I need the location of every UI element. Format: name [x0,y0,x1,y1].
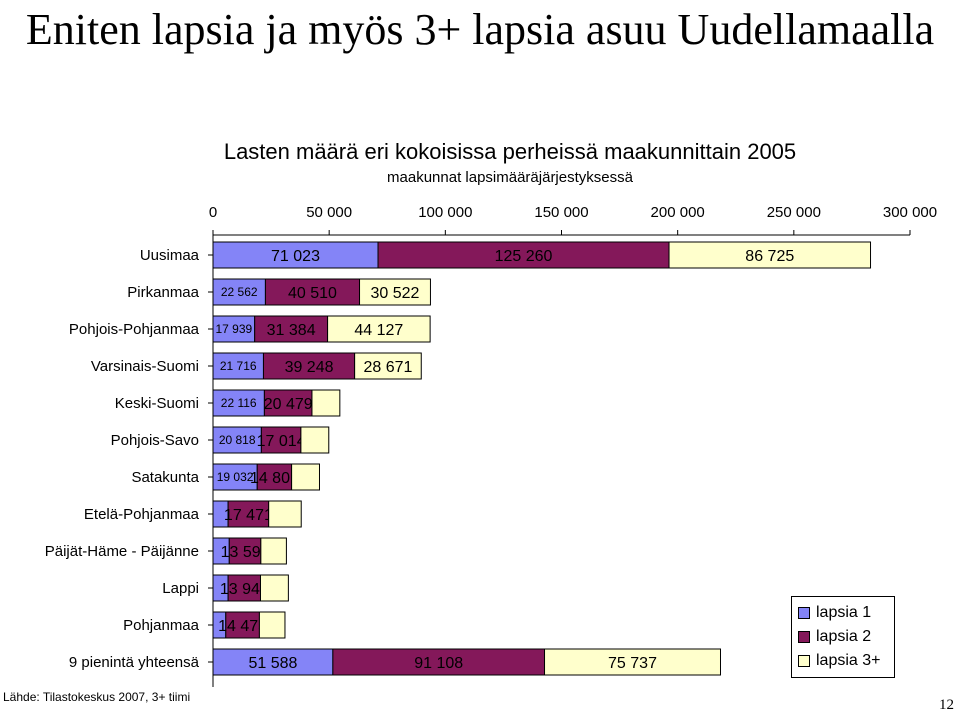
data-label-lapsia-2-uusimaa: 125 260 [495,248,553,265]
legend-swatch-lapsia-1 [798,607,810,619]
x-tick-label: 0 [209,204,217,221]
bar-lapsia-2-pohjois-pohjanmaa [254,315,329,343]
source-note: Lähde: Tilastokeskus 2007, 3+ tiimi [3,690,191,704]
bar-lapsia-2-keski-suomi [263,389,313,417]
bar-lapsia-1-pirkanmaa [212,278,266,306]
data-label-lapsia-1-pohjois-pohjanmaa: 17 939 [215,322,252,336]
y-tick-label-lappi: Lappi [162,580,199,597]
y-tick-label-9-pienintä-yhteensä: 9 pienintä yhteensä [69,654,200,671]
data-label-lapsia-1-satakunta: 19 032 [217,470,254,484]
bar-lapsia-3-pirkanmaa [359,278,431,306]
bar-lapsia-2-varsinais-suomi [262,352,356,380]
y-tick-label-keski-suomi: Keski-Suomi [115,395,199,412]
y-tick-label-pohjanmaa: Pohjanmaa [123,617,200,634]
bar-lapsia-3-9-pienintä-yhteensä [544,648,721,676]
bar-lapsia-2-etelä-pohjanmaa [227,500,270,528]
data-label-lapsia-2-satakunta: 14 801 [250,470,299,487]
data-label-lapsia-2-varsinais-suomi: 39 248 [285,359,334,376]
x-tick-label: 300 000 [883,204,937,221]
data-label-lapsia-1-keski-suomi: 22 116 [221,396,257,410]
y-tick-label-päijät-häme-päijänne: Päijät-Häme - Päijänne [45,543,199,560]
chart-subtitle: maakunnat lapsimääräjärjestyksessä [387,169,633,186]
chart-legend: lapsia 1 lapsia 2 lapsia 3+ [791,596,895,678]
bar-lapsia-1-satakunta [212,463,258,491]
slide-title: Eniten lapsia ja myös 3+ lapsia asuu Uud… [25,5,935,54]
data-label-lapsia-1-pirkanmaa: 22 562 [221,285,258,299]
x-tick-label: 150 000 [534,204,588,221]
page-number: 12 [939,697,954,713]
y-tick-label-uusimaa: Uusimaa [140,247,200,264]
bar-lapsia-1-uusimaa [212,241,379,269]
y-tick-label-varsinais-suomi: Varsinais-Suomi [91,358,199,375]
data-label-lapsia-2-päijät-häme-päijänne: 13 594 [221,544,270,561]
legend-item-lapsia-2: lapsia 2 [798,625,894,649]
data-label-lapsia-2-keski-suomi: 20 479 [264,396,313,413]
bar-lapsia-3-varsinais-suomi [354,352,422,380]
legend-item-lapsia-1: lapsia 1 [798,601,894,625]
x-tick-label: 50 000 [306,204,352,221]
bar-lapsia-3-pohjois-savo [300,426,330,454]
data-label-lapsia-2-9-pienintä-yhteensä: 91 108 [414,655,463,672]
legend-item-lapsia-3plus: lapsia 3+ [798,649,894,673]
y-tick-label-satakunta: Satakunta [131,469,199,486]
legend-swatch-lapsia-2 [798,631,810,643]
bar-lapsia-2-9-pienintä-yhteensä [332,648,546,676]
bar-lapsia-3-pohjois-pohjanmaa [327,315,431,343]
bar-lapsia-3-pohjanmaa [258,611,286,639]
bar-lapsia-1-keski-suomi [212,389,265,417]
data-label-lapsia-1-pohjois-savo: 20 818 [219,433,256,447]
chart-title: Lasten määrä eri kokoisissa perheissä ma… [223,139,797,164]
x-tick-label: 200 000 [651,204,705,221]
data-label-lapsia-3-pirkanmaa: 30 522 [371,285,420,302]
bar-lapsia-1-9-pienintä-yhteensä [212,648,334,676]
data-label-lapsia-2-pohjois-pohjanmaa: 31 384 [267,322,316,339]
data-label-lapsia-2-pohjois-savo: 17 014 [257,433,306,450]
y-tick-label-pohjois-savo: Pohjois-Savo [111,432,199,449]
data-label-lapsia-3-9-pienintä-yhteensä: 75 737 [608,655,657,672]
bar-lapsia-3-etelä-pohjanmaa [268,500,302,528]
bar-lapsia-3-lappi [259,574,289,602]
legend-label-lapsia-2: lapsia 2 [816,628,872,645]
data-label-lapsia-1-uusimaa: 71 023 [271,248,320,265]
legend-label-lapsia-1: lapsia 1 [816,604,872,621]
legend-swatch-lapsia-3plus [798,655,810,667]
data-label-lapsia-2-etelä-pohjanmaa: 17 471 [224,507,273,524]
data-label-lapsia-2-pirkanmaa: 40 510 [288,285,337,302]
data-label-lapsia-1-varsinais-suomi: 21 716 [220,359,257,373]
bar-lapsia-2-pirkanmaa [264,278,361,306]
data-label-lapsia-3-varsinais-suomi: 28 671 [363,359,412,376]
data-label-lapsia-3-pohjois-pohjanmaa: 44 127 [354,322,403,339]
bar-lapsia-2-päijät-häme-päijänne [228,537,262,565]
data-label-lapsia-2-pohjanmaa: 14 475 [218,618,267,635]
bar-lapsia-2-uusimaa [377,241,670,269]
x-tick-label: 250 000 [767,204,821,221]
bar-lapsia-2-lappi [227,574,261,602]
bar-lapsia-2-pohjanmaa [225,611,260,639]
y-tick-label-pohjois-pohjanmaa: Pohjois-Pohjanmaa [69,321,200,338]
bar-lapsia-3-satakunta [291,463,320,491]
bar-lapsia-3-keski-suomi [311,389,341,417]
bar-lapsia-3-uusimaa [668,241,872,269]
data-label-lapsia-3-uusimaa: 86 725 [745,248,794,265]
data-label-lapsia-1-9-pienintä-yhteensä: 51 588 [248,655,297,672]
bar-lapsia-3-päijät-häme-päijänne [260,537,287,565]
bar-lapsia-1-pohjois-savo [212,426,262,454]
y-tick-label-pirkanmaa: Pirkanmaa [127,284,199,301]
legend-label-lapsia-3plus: lapsia 3+ [816,652,881,669]
bar-lapsia-1-varsinais-suomi [212,352,264,380]
x-tick-label: 100 000 [418,204,472,221]
y-tick-label-etelä-pohjanmaa: Etelä-Pohjanmaa [84,506,200,523]
data-label-lapsia-2-lappi: 13 942 [220,581,269,598]
